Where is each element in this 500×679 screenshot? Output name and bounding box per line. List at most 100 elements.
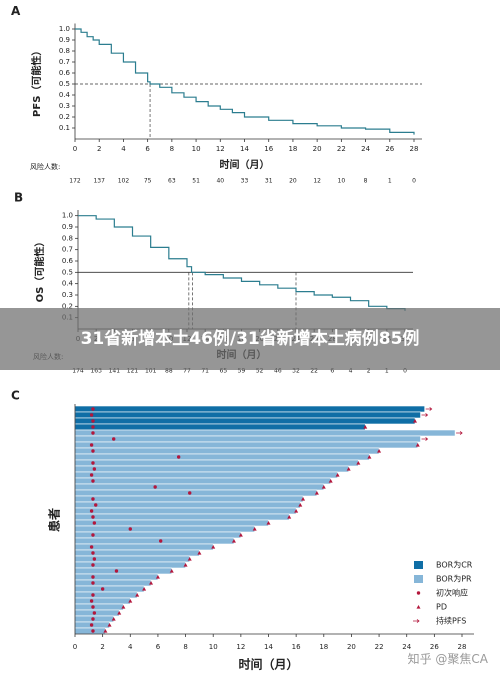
- y-tick-label: 0.7: [59, 58, 70, 66]
- y-tick-label: 0.6: [59, 69, 71, 77]
- risk-count: 8: [364, 178, 368, 185]
- bar: [74, 471, 338, 479]
- risk-count: 51: [192, 178, 200, 185]
- marker: [103, 629, 108, 633]
- risk-count: 10: [338, 178, 346, 185]
- marker: [413, 419, 418, 423]
- bar: [74, 447, 380, 455]
- marker: [415, 443, 420, 447]
- x-tick-label: 0: [73, 145, 77, 153]
- marker: [367, 455, 372, 459]
- bar: [74, 627, 106, 635]
- marker: [89, 623, 94, 627]
- marker: [94, 503, 98, 507]
- legend-label: PD: [436, 603, 447, 612]
- watermark: 知乎 @聚焦CA: [407, 652, 488, 666]
- marker: [421, 413, 429, 417]
- bar: [74, 573, 159, 581]
- bar: [74, 417, 416, 425]
- risk-count: 137: [93, 178, 105, 185]
- x-tick-label: 14: [240, 145, 249, 153]
- x-tick-label: 4: [128, 643, 133, 651]
- risk-count: 52: [256, 368, 264, 375]
- marker: [425, 407, 433, 411]
- risk-count: 88: [165, 368, 173, 375]
- bar: [74, 555, 191, 563]
- y-tick-label: 0.2: [62, 302, 73, 310]
- marker: [89, 473, 94, 477]
- legend-swatch: [414, 575, 423, 583]
- bar: [74, 585, 145, 593]
- marker: [301, 497, 306, 501]
- marker: [135, 593, 140, 597]
- x-axis-label: 时间（月）: [238, 657, 298, 672]
- y-tick-label: 0.4: [62, 280, 74, 288]
- risk-count: 33: [241, 178, 249, 185]
- marker: [238, 533, 243, 537]
- panel-label: A: [11, 4, 21, 18]
- y-tick-label: 1.0: [62, 212, 73, 220]
- marker: [363, 425, 368, 429]
- bar: [74, 579, 152, 587]
- risk-count: 20: [289, 178, 297, 185]
- bar: [74, 483, 325, 491]
- marker: [91, 425, 95, 429]
- y-tick-label: 0.2: [59, 113, 70, 121]
- x-tick-label: 2: [100, 643, 104, 651]
- legend-label: 初次响应: [436, 588, 468, 598]
- risk-count: 12: [313, 178, 321, 185]
- marker: [231, 539, 236, 543]
- x-tick-label: 8: [183, 643, 187, 651]
- marker: [117, 611, 122, 615]
- marker: [197, 551, 202, 555]
- y-tick-label: 0.9: [59, 36, 70, 44]
- x-tick-label: 12: [216, 145, 225, 153]
- marker: [89, 545, 94, 549]
- marker: [149, 581, 154, 585]
- marker: [421, 437, 429, 441]
- risk-count: 1: [385, 368, 389, 375]
- marker: [91, 407, 95, 411]
- bar: [74, 603, 124, 611]
- bar: [74, 537, 235, 545]
- bar: [74, 459, 359, 467]
- marker: [266, 521, 271, 525]
- marker: [92, 557, 97, 561]
- y-tick-label: 0.3: [62, 291, 73, 299]
- marker: [91, 497, 95, 501]
- risk-count: 174: [72, 368, 84, 375]
- marker: [89, 509, 94, 513]
- y-tick-label: 0.3: [59, 102, 70, 110]
- y-tick-label: 0.9: [62, 223, 73, 231]
- marker: [335, 473, 340, 477]
- risk-count: 163: [90, 368, 102, 375]
- risk-label: 风险人数:: [30, 162, 60, 171]
- legend-symbol: [413, 619, 420, 623]
- marker: [91, 479, 95, 483]
- marker: [89, 413, 94, 417]
- risk-count: 46: [274, 368, 282, 375]
- x-tick-label: 26: [385, 145, 394, 153]
- x-tick-label: 12: [236, 643, 245, 651]
- risk-count: 102: [118, 178, 130, 185]
- risk-count: 6: [330, 368, 334, 375]
- marker: [121, 605, 126, 609]
- marker: [91, 533, 95, 537]
- bar: [74, 525, 255, 533]
- marker: [183, 563, 188, 567]
- bar: [74, 519, 269, 527]
- marker: [456, 431, 463, 435]
- caption-overlay: 31省新增本土46例/31省新增本土病例85例: [0, 308, 500, 370]
- y-tick-label: 1.0: [59, 25, 70, 33]
- marker: [91, 449, 95, 453]
- marker: [314, 491, 319, 495]
- marker: [187, 557, 192, 561]
- x-tick-label: 10: [192, 145, 201, 153]
- marker: [91, 605, 95, 609]
- y-tick-label: 0.5: [62, 268, 73, 276]
- marker: [169, 569, 174, 573]
- legend-label: BOR为PR: [436, 574, 472, 584]
- risk-count: 77: [183, 368, 191, 375]
- risk-count: 101: [145, 368, 157, 375]
- marker: [211, 545, 216, 549]
